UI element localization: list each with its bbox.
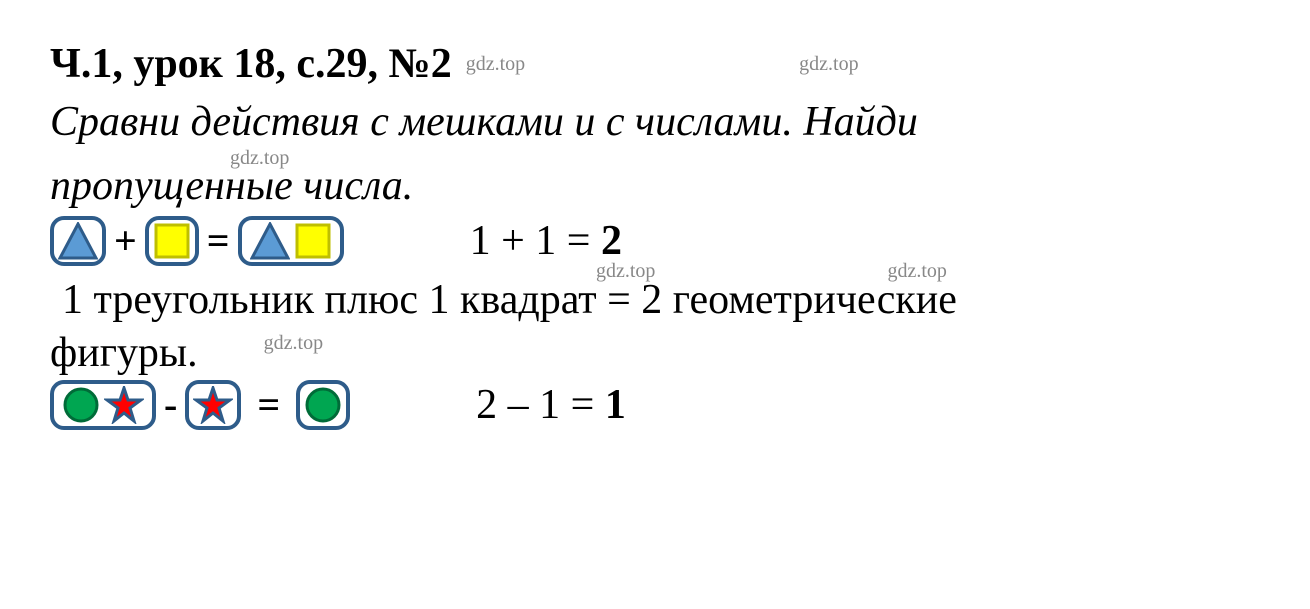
equals-op-1: =	[207, 217, 230, 265]
star-icon	[104, 386, 144, 424]
square-icon	[153, 222, 191, 260]
explain-line-2: фигуры.	[50, 328, 198, 378]
watermark-6: gdz.top	[264, 331, 323, 355]
prompt-line-2: пропущенные числа.	[50, 160, 1260, 213]
bag-circle-star	[50, 380, 156, 430]
triangle-icon-2	[250, 222, 290, 260]
star-shape	[107, 388, 141, 421]
minus-op: -	[164, 381, 177, 429]
triangle-icon	[58, 222, 98, 260]
title-text: Ч.1, урок 18, с.29, №2	[50, 40, 452, 88]
numeric-eq-2: 2 – 1 = 1	[476, 380, 626, 430]
watermark-2: gdz.top	[799, 53, 858, 76]
circle-icon	[62, 386, 100, 424]
triangle-shape-2	[252, 224, 288, 258]
star-icon-2	[193, 386, 233, 424]
star-shape-2	[196, 388, 230, 421]
plus-op: +	[114, 217, 137, 265]
numeric-eq-1: 1 + 1 = 2	[470, 216, 622, 266]
square-shape	[156, 225, 188, 257]
circle-icon-2	[304, 386, 342, 424]
prompt-line-1: Сравни действия с мешками и с числами. Н…	[50, 96, 1260, 149]
eq2-lhs: 2 – 1 =	[476, 382, 605, 428]
explain-line-2-row: фигуры. gdz.top	[50, 328, 1260, 378]
watermark-1: gdz.top	[466, 53, 525, 76]
bag-tri-square	[238, 216, 344, 266]
eq2-rhs: 1	[605, 382, 626, 428]
circle-shape	[65, 389, 97, 421]
equals-op-2: =	[257, 381, 280, 429]
bag-star	[185, 380, 241, 430]
explain-line-1: 1 треугольник плюс 1 квадрат = 2 геометр…	[62, 275, 1260, 325]
bag-triangle	[50, 216, 106, 266]
title-row: Ч.1, урок 18, с.29, №2 gdz.top gdz.top	[50, 40, 1260, 88]
equation-row-1: + = 1 + 1 = 2	[50, 216, 1260, 266]
square-shape-2	[297, 225, 329, 257]
triangle-shape	[60, 224, 96, 258]
square-icon-2	[294, 222, 332, 260]
eq1-lhs: 1 + 1 =	[470, 218, 601, 264]
circle-shape-2	[307, 389, 339, 421]
bag-square	[145, 216, 199, 266]
bag-circle	[296, 380, 350, 430]
eq1-rhs: 2	[601, 218, 622, 264]
equation-row-2: - = 2 – 1 = 1	[50, 380, 1260, 430]
